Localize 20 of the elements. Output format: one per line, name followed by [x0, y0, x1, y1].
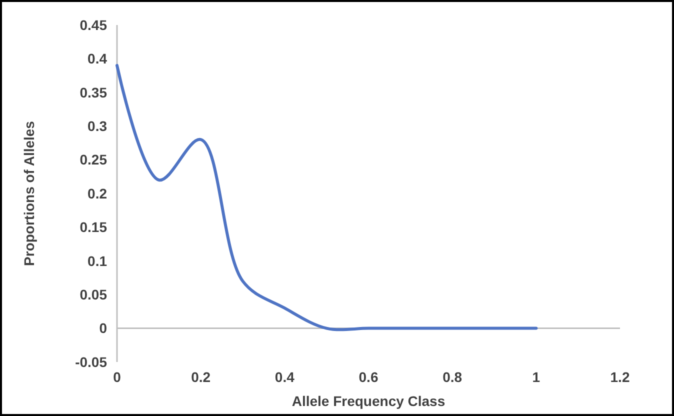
- x-tick-label: 1: [532, 369, 540, 385]
- x-tick-label: 0.8: [442, 369, 462, 385]
- y-tick-label: -0.05: [75, 354, 108, 370]
- x-tick-label: 0.2: [191, 369, 211, 385]
- x-tick-label: 0.4: [274, 369, 295, 385]
- y-tick-label: 0.45: [80, 16, 108, 33]
- y-tick-label: 0.05: [80, 286, 108, 302]
- y-axis-title: Proportions of Alleles: [21, 120, 37, 266]
- y-tick-label: 0.4: [88, 50, 108, 67]
- x-tick-label: 0: [113, 369, 122, 385]
- y-tick-label: 0.15: [80, 219, 108, 236]
- x-tick-label: 0.6: [358, 369, 378, 385]
- y-tick-label: 0.25: [80, 152, 108, 168]
- y-tick-label: 0.3: [88, 118, 108, 134]
- y-tick-label: 0.2: [88, 185, 108, 202]
- x-tick-label: 1.2: [610, 369, 630, 385]
- y-tick-label: 0.35: [80, 84, 108, 100]
- x-axis-title: Allele Frequency Class: [292, 393, 446, 409]
- y-tick-label: 0: [99, 320, 108, 336]
- y-tick-label: 0.1: [88, 252, 108, 269]
